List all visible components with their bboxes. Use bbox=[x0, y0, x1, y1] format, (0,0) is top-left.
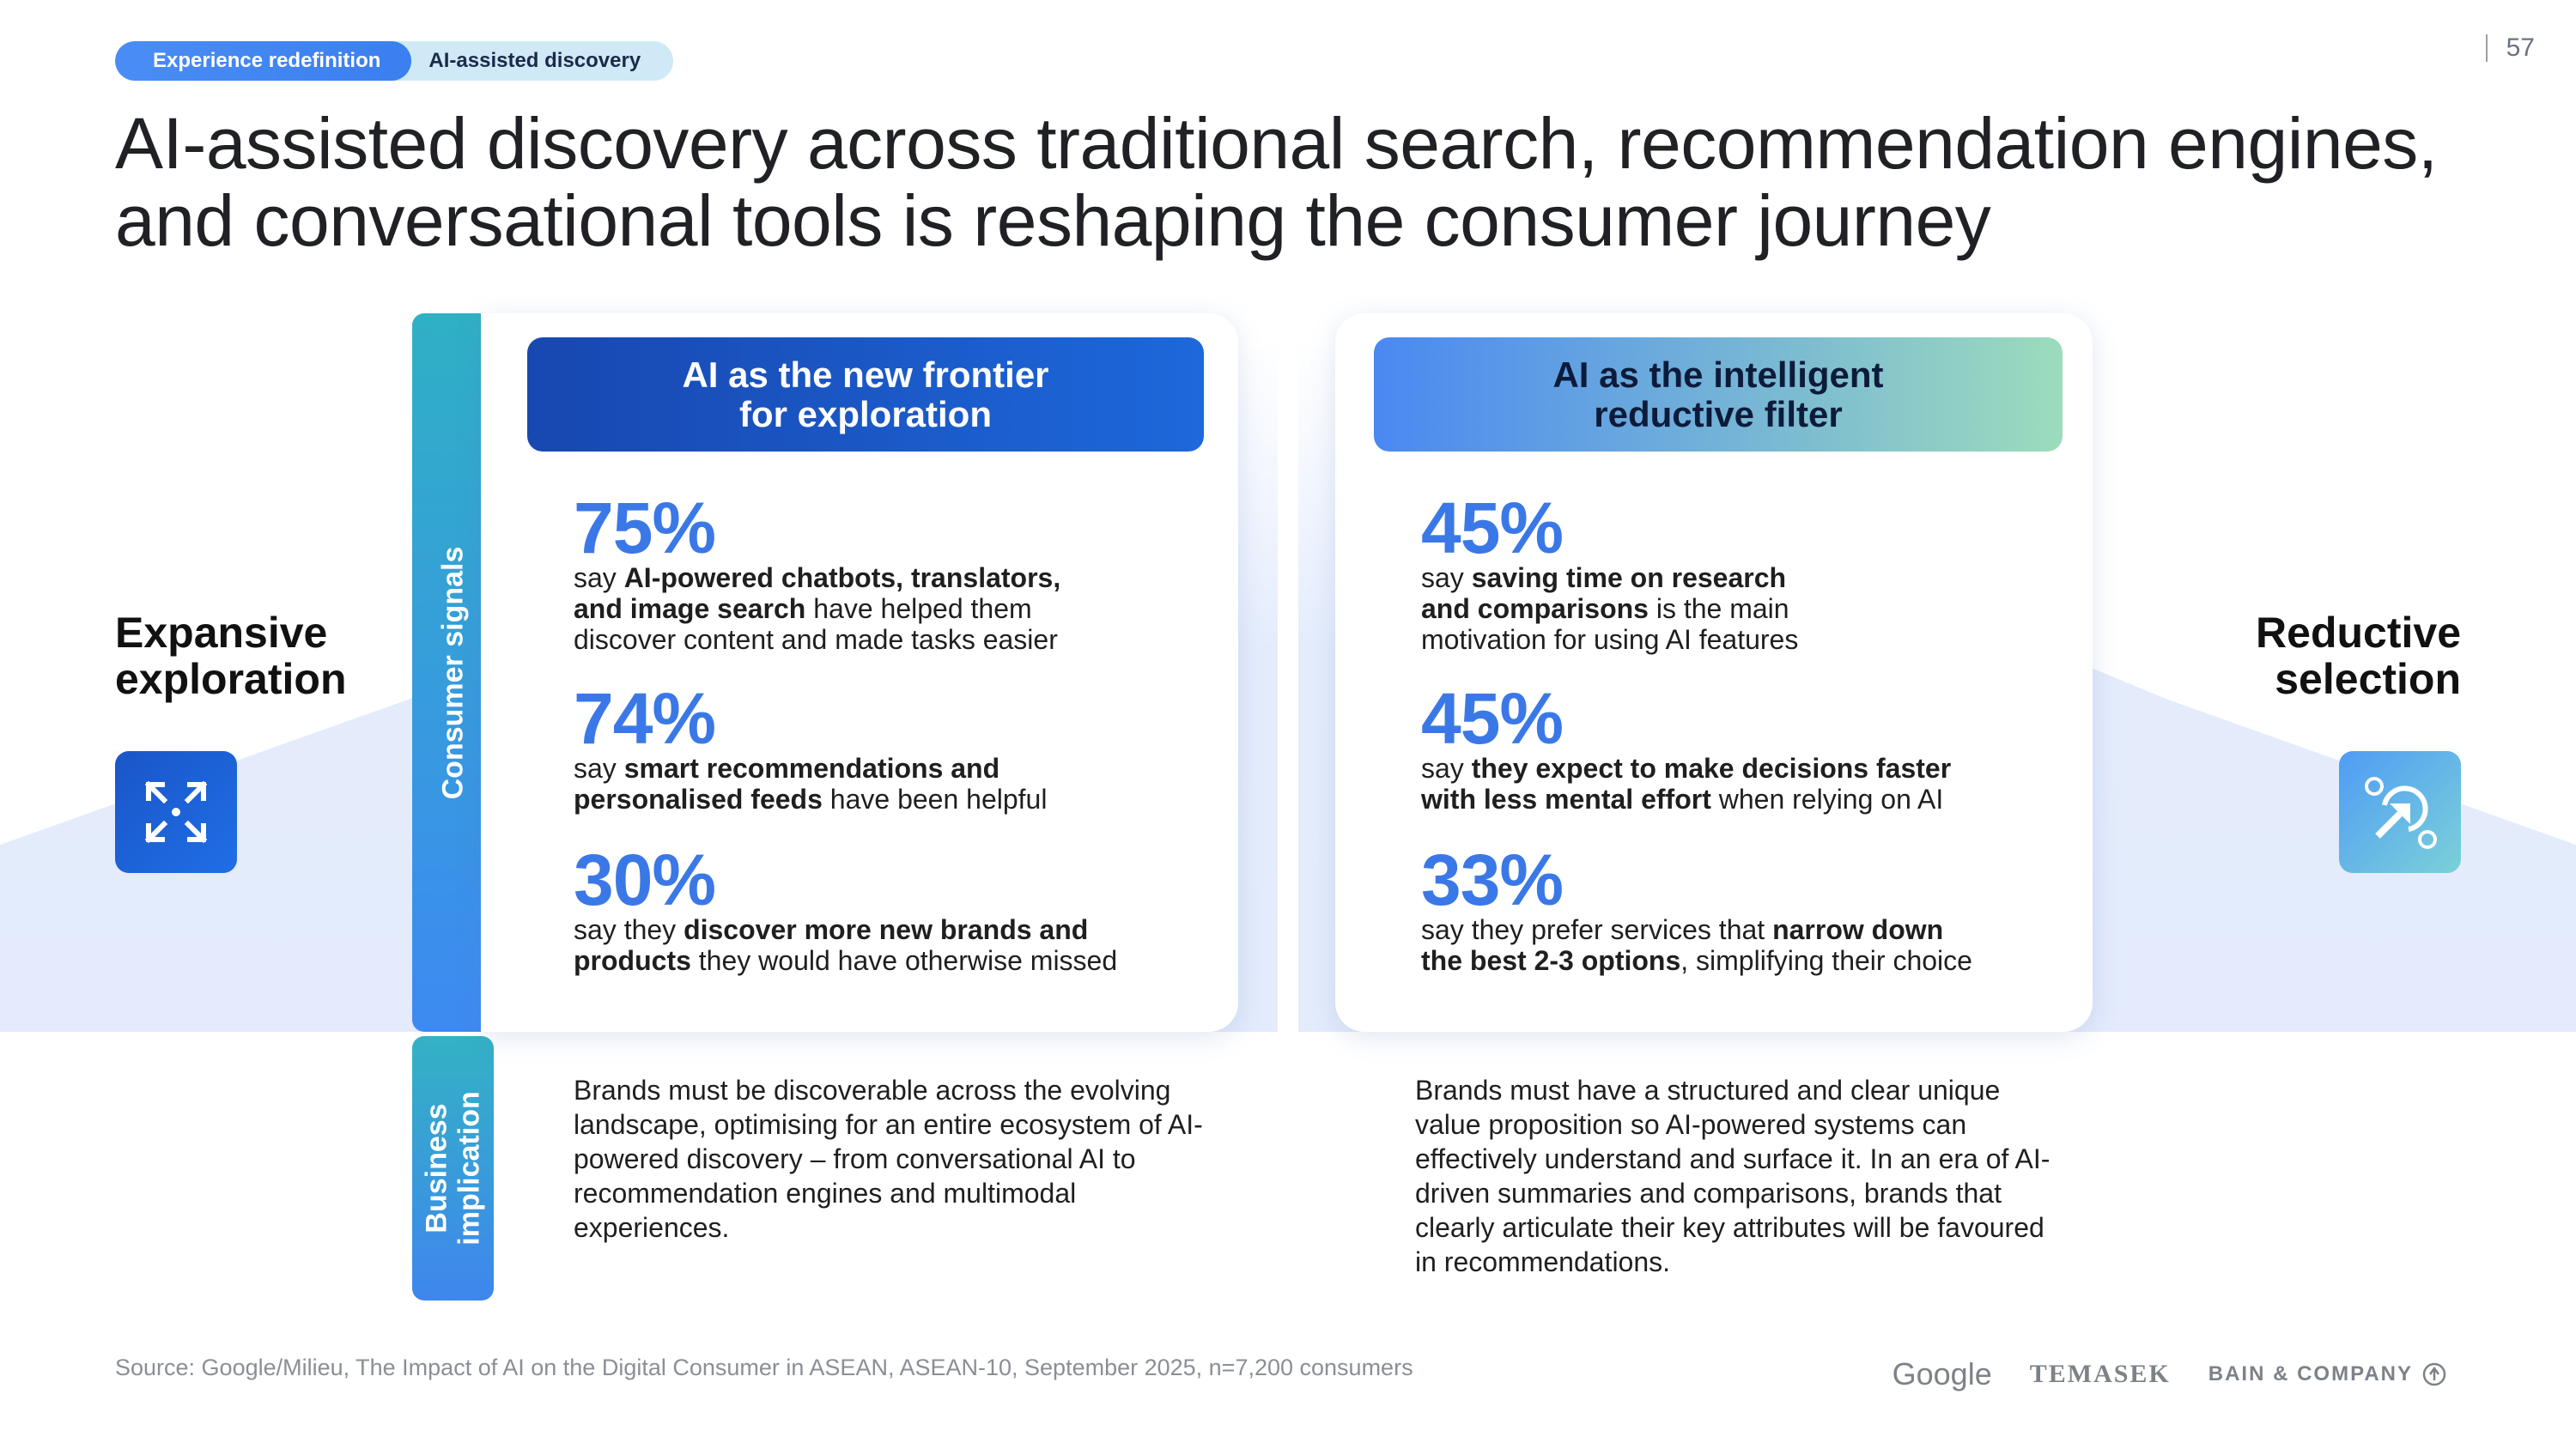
card-header-exploration: AI as the new frontier for exploration bbox=[527, 337, 1204, 452]
side-title-expansive-exploration: Expansive exploration bbox=[115, 609, 346, 702]
stat-percentage: 75% bbox=[574, 488, 716, 568]
side-title-reductive-selection: Reductive selection bbox=[2256, 609, 2461, 702]
breadcrumb: Experience redefinition AI-assisted disc… bbox=[115, 41, 674, 81]
bain-seal-icon bbox=[2422, 1362, 2446, 1386]
row-label-line-1: Business bbox=[420, 1103, 453, 1234]
stat-block: 45% say saving time on research and compa… bbox=[1421, 488, 2039, 655]
stat-percentage: 33% bbox=[1421, 840, 1564, 920]
stat-description: say they prefer services that narrow dow… bbox=[1421, 914, 1972, 976]
page-title-line-1: AI-assisted discovery across traditional… bbox=[115, 103, 2438, 184]
source-note: Source: Google/Milieu, The Impact of AI … bbox=[115, 1355, 1413, 1380]
card-reductive-filter: AI as the intelligent reductive filter 4… bbox=[1335, 313, 2093, 1032]
stat-block: 75% say AI-powered chatbots, translators… bbox=[574, 488, 1192, 655]
card-header-line-2: for exploration bbox=[738, 393, 992, 434]
stat-percentage: 45% bbox=[1421, 678, 1564, 759]
card-header-line-2: reductive filter bbox=[1594, 393, 1843, 434]
stat-percentage: 74% bbox=[574, 678, 716, 759]
partner-logos: Google TEMASEK BAIN & COMPANY bbox=[1893, 1356, 2447, 1392]
card-header-line-1: AI as the intelligent bbox=[1552, 354, 1884, 395]
row-label-consumer-signals: Consumer signals bbox=[412, 313, 494, 1032]
row-label-line-2: implication bbox=[453, 1091, 486, 1246]
row-label-text: Consumer signals bbox=[436, 546, 470, 799]
stat-block: 74% say smart recommendations and persona… bbox=[574, 678, 1192, 815]
side-title-line-1: Expansive bbox=[115, 609, 328, 657]
side-title-line-1: Reductive bbox=[2256, 609, 2461, 657]
bain-logo-text: BAIN & COMPANY bbox=[2208, 1362, 2413, 1385]
stat-percentage: 45% bbox=[1421, 488, 1564, 568]
temasek-logo: TEMASEK bbox=[2029, 1360, 2171, 1388]
cursor-target-icon bbox=[2339, 751, 2461, 873]
stat-block: 30% say they discover more new brands an… bbox=[574, 840, 1192, 976]
page-number: 57 bbox=[2485, 34, 2535, 62]
stat-percentage: 30% bbox=[574, 840, 716, 920]
stat-description: say smart recommendations and personalise… bbox=[574, 753, 1048, 815]
stat-block: 33% say they prefer services that narrow… bbox=[1421, 840, 2039, 976]
card-header-line-1: AI as the new frontier bbox=[682, 354, 1049, 395]
breadcrumb-item-ai-assisted-discovery[interactable]: AI-assisted discovery bbox=[428, 49, 641, 72]
row-label-text: Business implication bbox=[421, 1091, 486, 1245]
side-title-line-2: exploration bbox=[115, 655, 347, 703]
implication-text-reductive-filter: Brands must have a structured and clear … bbox=[1415, 1075, 2050, 1277]
card-exploration: AI as the new frontier for exploration 7… bbox=[481, 313, 1238, 1032]
implication-text-exploration: Brands must be discoverable across the e… bbox=[574, 1075, 1203, 1243]
row-label-business-implication: Business implication bbox=[412, 1036, 494, 1300]
breadcrumb-item-experience-redefinition[interactable]: Experience redefinition bbox=[115, 41, 412, 81]
stat-description: say AI-powered chatbots, translators, and… bbox=[574, 562, 1061, 655]
expand-arrows-icon bbox=[115, 751, 237, 873]
stat-description: say they expect to make decisions faster… bbox=[1421, 753, 1952, 815]
side-title-line-2: selection bbox=[2275, 655, 2461, 703]
page-title: AI-assisted discovery across traditional… bbox=[115, 105, 2519, 259]
bain-logo: BAIN & COMPANY bbox=[2208, 1361, 2447, 1387]
stat-description: say saving time on research and compariso… bbox=[1421, 562, 1799, 655]
stat-block: 45% say they expect to make decisions fa… bbox=[1421, 678, 2039, 815]
stat-description: say they discover more new brands and pro… bbox=[574, 914, 1118, 976]
card-header-reductive-filter: AI as the intelligent reductive filter bbox=[1374, 337, 2063, 452]
google-logo: Google bbox=[1892, 1356, 1992, 1391]
page-title-line-2: and conversational tools is reshaping th… bbox=[115, 180, 1991, 261]
